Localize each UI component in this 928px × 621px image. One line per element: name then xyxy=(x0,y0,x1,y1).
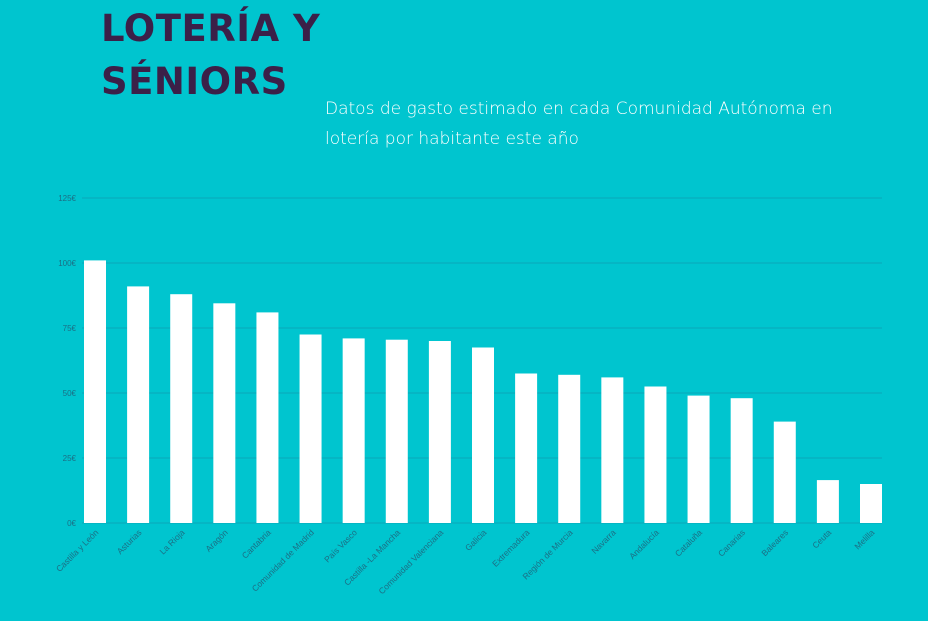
bar xyxy=(299,334,322,523)
y-tick-label: 50€ xyxy=(63,389,77,398)
x-tick-label: País Vasco xyxy=(322,527,359,564)
x-tick-label: Castilla y León xyxy=(54,527,101,574)
bar xyxy=(558,374,581,523)
y-tick-label: 0€ xyxy=(67,519,76,528)
x-tick-label: Melilla xyxy=(852,527,876,551)
bar xyxy=(773,421,796,523)
x-tick-label: Cataluña xyxy=(673,527,704,558)
bar xyxy=(428,341,451,523)
chart-title: LOTERÍA Y SÉNIORS xyxy=(101,7,321,103)
x-tick-label: Andalucía xyxy=(627,527,661,561)
bar xyxy=(84,260,106,523)
bar xyxy=(601,377,624,523)
y-tick-label: 125€ xyxy=(58,194,76,203)
bar xyxy=(385,339,408,523)
x-tick-label: Navarra xyxy=(589,527,618,556)
y-tick-label: 25€ xyxy=(63,454,77,463)
bar xyxy=(515,373,538,523)
bar xyxy=(472,347,494,523)
x-tick-label: La Rioja xyxy=(158,527,187,556)
bar xyxy=(170,294,193,523)
x-tick-label: Baleares xyxy=(759,527,790,558)
x-tick-label: Extremadura xyxy=(490,527,532,569)
bar xyxy=(256,312,279,523)
chart-subtitle: Datos de gasto estimado en cada Comunida… xyxy=(325,99,833,149)
bar xyxy=(127,286,150,523)
bar xyxy=(342,338,365,523)
bar xyxy=(213,303,236,523)
x-tick-label: Galicia xyxy=(463,527,489,553)
x-tick-label: Ceuta xyxy=(810,527,833,550)
bar xyxy=(730,398,753,523)
x-tick-label: Canarias xyxy=(716,527,747,558)
bar xyxy=(644,386,667,523)
y-tick-label: 75€ xyxy=(63,324,77,333)
x-tick-label: Asturias xyxy=(115,527,144,556)
x-tick-label: Cantabria xyxy=(240,527,273,560)
bar xyxy=(687,395,710,523)
x-tick-label: Aragón xyxy=(203,527,230,554)
bar xyxy=(816,480,839,523)
y-tick-label: 100€ xyxy=(58,259,76,268)
bar xyxy=(860,484,882,523)
